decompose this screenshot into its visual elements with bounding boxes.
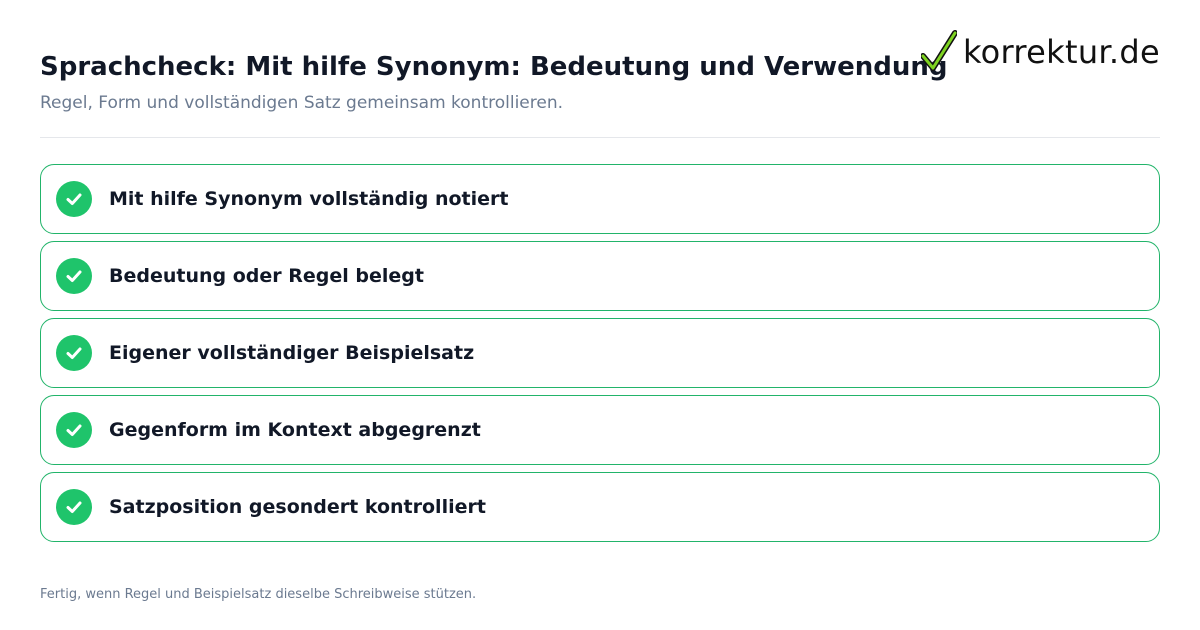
- checklist-item: Bedeutung oder Regel belegt: [40, 241, 1160, 311]
- brand-logo: korrektur.de: [920, 28, 1160, 76]
- check-circle-icon: [56, 258, 92, 294]
- check-circle-icon: [56, 412, 92, 448]
- page-header: Sprachcheck: Mit hilfe Synonym: Bedeutun…: [40, 48, 948, 115]
- checkmark-icon: [920, 30, 957, 71]
- checklist-item: Gegenform im Kontext abgegrenzt: [40, 395, 1160, 465]
- check-circle-icon: [56, 181, 92, 217]
- checklist-item: Eigener vollständiger Beispielsatz: [40, 318, 1160, 388]
- page-title: Sprachcheck: Mit hilfe Synonym: Bedeutun…: [40, 52, 948, 82]
- checklist-item: Mit hilfe Synonym vollständig notiert: [40, 164, 1160, 234]
- header-divider: [40, 137, 1160, 138]
- footer-note: Fertig, wenn Regel und Beispielsatz dies…: [40, 587, 477, 602]
- logo-wordmark: korrektur.de: [962, 33, 1160, 71]
- checklist-item-label: Bedeutung oder Regel belegt: [109, 265, 424, 287]
- page-subtitle: Regel, Form und vollständigen Satz gemei…: [40, 93, 564, 113]
- checklist-item: Satzposition gesondert kontrolliert: [40, 472, 1160, 542]
- check-circle-icon: [56, 335, 92, 371]
- checklist-item-label: Eigener vollständiger Beispielsatz: [109, 342, 475, 364]
- checklist-item-label: Mit hilfe Synonym vollständig notiert: [109, 188, 509, 210]
- checklist-item-label: Satzposition gesondert kontrolliert: [109, 496, 486, 518]
- checklist: Mit hilfe Synonym vollständig notiert Be…: [40, 164, 1160, 549]
- checklist-item-label: Gegenform im Kontext abgegrenzt: [109, 419, 481, 441]
- check-circle-icon: [56, 489, 92, 525]
